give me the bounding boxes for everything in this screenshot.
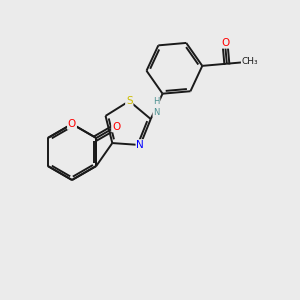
Text: O: O [221,38,229,48]
Text: S: S [126,96,133,106]
Text: N: N [136,140,144,150]
Text: H
N: H N [153,97,160,117]
Text: O: O [112,122,120,131]
Text: CH₃: CH₃ [242,57,258,66]
Text: O: O [68,119,76,129]
